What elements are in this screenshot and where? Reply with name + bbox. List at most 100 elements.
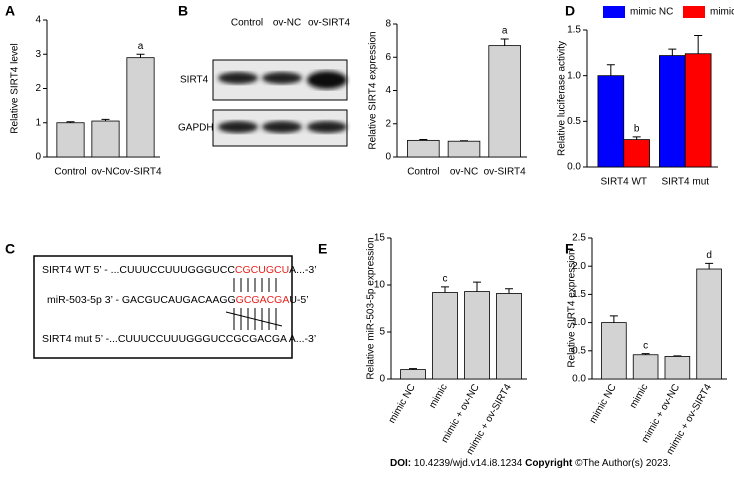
y-tick-label: 0.5 — [567, 116, 581, 127]
bar — [624, 140, 650, 167]
bar — [633, 355, 658, 379]
bar — [601, 323, 626, 379]
y-tick-label: 2 — [35, 83, 41, 94]
annotation: a — [502, 26, 508, 37]
y-tick-label: 0 — [35, 152, 41, 163]
panel-label: A — [5, 3, 15, 19]
bar — [685, 54, 711, 167]
y-tick-label: 2 — [385, 118, 391, 129]
x-tick-label: mimic NC — [588, 382, 619, 425]
error-bar — [441, 287, 449, 293]
y-tick-label: 1.5 — [572, 289, 586, 300]
x-tick-label: mimic — [628, 382, 651, 410]
sequence-row: miR-503-5p 3’ - GACGUCAUGACAAGGGCGACGAU-… — [47, 294, 309, 306]
y-tick-label: 10 — [374, 280, 386, 291]
y-axis-title: Relative miR-503-5p expression — [366, 237, 377, 379]
y-axis-title: Relative SIRT4 level — [10, 43, 21, 133]
bar — [659, 56, 685, 167]
error-bar — [473, 282, 481, 291]
legend-label: mimic — [710, 7, 734, 18]
x-tick-label: ov-NC — [450, 167, 478, 178]
y-tick-label: 1 — [35, 117, 41, 128]
bar — [497, 293, 522, 379]
band — [307, 121, 347, 133]
error-bar — [705, 263, 713, 269]
x-tick-label: mimic NC — [387, 382, 418, 425]
sequence-segment: A...-3’ — [289, 264, 316, 276]
y-tick-label: 2.5 — [572, 233, 586, 244]
y-tick-label: 1.5 — [567, 25, 581, 36]
bar — [465, 292, 490, 379]
x-tick-label: ov-NC — [91, 167, 119, 178]
blot-row: GAPDH — [178, 123, 214, 134]
y-tick-label: 8 — [385, 19, 391, 30]
band — [262, 121, 302, 133]
y-tick-label: 6 — [385, 52, 391, 63]
bar — [665, 356, 690, 379]
bar — [407, 140, 439, 157]
bar — [57, 123, 84, 157]
panel-label: E — [318, 241, 327, 257]
error-bar — [633, 137, 641, 140]
legend-label: mimic NC — [630, 7, 673, 18]
y-tick-label: 1.0 — [567, 70, 581, 81]
copyright: ©The Author(s) 2023. — [575, 458, 671, 469]
y-tick-label: 0 — [379, 374, 385, 385]
sequence-diagram: C SIRT4 WT 5’ - ...CUUUCCUUUGGGUCCCGCUGC… — [5, 241, 317, 358]
sequence-segment: U-5’ — [289, 294, 308, 306]
sequence-segment: SIRT4 mut 5’ -...CUUUCCUUUGGGUCCGCGACGA … — [42, 333, 316, 345]
x-tick-label: SIRT4 mut — [661, 177, 709, 188]
annotation: d — [706, 250, 712, 261]
panel-label: C — [5, 241, 15, 257]
error-bar — [673, 356, 681, 357]
error-bar — [610, 316, 618, 323]
annotation: c — [443, 274, 448, 285]
panel-label: D — [565, 3, 575, 19]
sequence-row: SIRT4 mut 5’ -...CUUUCCUUUGGGUCCGCGACGA … — [42, 333, 316, 345]
y-tick-label: 3 — [35, 49, 41, 60]
y-tick-label: 4 — [385, 85, 391, 96]
blot-column: ov-NC — [273, 18, 301, 29]
y-tick-label: 2.0 — [572, 261, 586, 272]
sequence-segment: CGCUGCU — [235, 264, 289, 276]
band — [218, 72, 258, 84]
bar — [697, 269, 722, 379]
band — [262, 72, 302, 84]
blot-column: ov-SIRT4 — [308, 18, 350, 29]
y-tick-label: 0 — [385, 152, 391, 163]
error-bar — [607, 65, 615, 76]
sequence-segment: GCGACGA — [236, 294, 290, 306]
y-tick-label: 0.0 — [572, 374, 586, 385]
footer: DOI: 10.4239/wjd.v14.i8.1234 Copyright ©… — [390, 458, 671, 469]
blot-column: Control — [231, 18, 263, 29]
error-bar — [137, 54, 145, 57]
annotation: c — [643, 340, 648, 351]
x-tick-label: Control — [407, 167, 439, 178]
sequence-segment: SIRT4 WT 5’ - ...CUUUCCUUUGGGUCC — [42, 264, 235, 276]
bar — [448, 141, 480, 157]
y-tick-label: 5 — [379, 327, 385, 338]
y-tick-label: 15 — [374, 233, 386, 244]
x-tick-label: SIRT4 WT — [601, 177, 647, 188]
legend-swatch — [603, 6, 625, 18]
annotation: a — [138, 41, 144, 52]
sequence-segment: miR-503-5p 3’ - GACGUCAUGACAAGG — [47, 294, 236, 306]
bar — [127, 58, 154, 157]
copyright-label: Copyright — [525, 458, 573, 469]
bar — [401, 370, 426, 379]
annotation: b — [634, 124, 640, 135]
bar — [433, 293, 458, 379]
legend-swatch — [683, 6, 705, 18]
error-bar — [694, 35, 702, 53]
y-tick-label: 1.0 — [572, 317, 586, 328]
band — [218, 121, 258, 133]
error-bar — [501, 39, 509, 46]
error-bar — [505, 289, 513, 294]
y-tick-label: 0.5 — [572, 345, 586, 356]
x-tick-label: Control — [54, 167, 86, 178]
western-blot: Control ov-NC ov-SIRT4 SIRT4 GAPDH — [178, 18, 350, 146]
x-tick-label: mimic — [427, 382, 450, 410]
blot-row: SIRT4 — [180, 75, 209, 86]
y-axis-title: Relative luciferase activity — [557, 41, 568, 156]
